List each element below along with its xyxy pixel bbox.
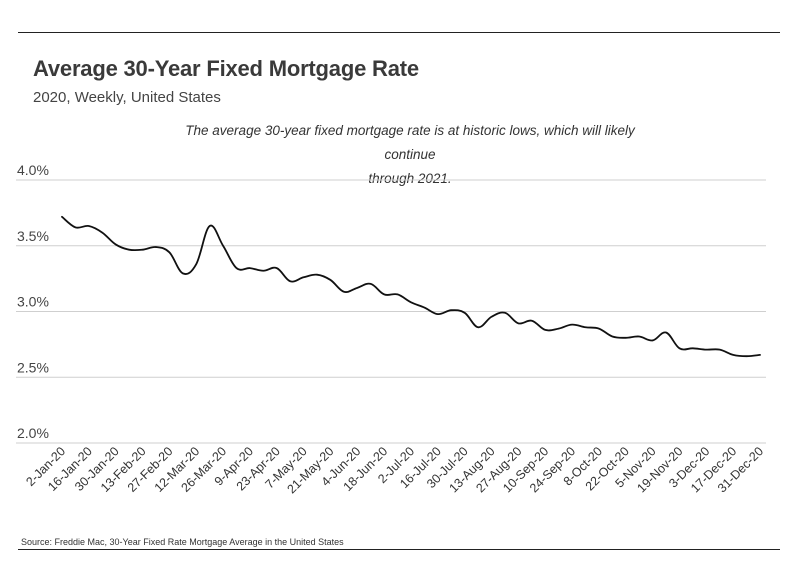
y-tick-label: 3.0% (17, 294, 49, 310)
y-axis-ticks: 2.0% 2.5% 3.0% 3.5% 4.0% (17, 162, 49, 441)
x-axis-ticks: 2-Jan-2016-Jan-2030-Jan-2013-Feb-2027-Fe… (23, 444, 766, 496)
source-note: Source: Freddie Mac, 30-Year Fixed Rate … (21, 537, 344, 547)
y-tick-label: 3.5% (17, 228, 49, 244)
y-tick-label: 2.5% (17, 359, 49, 375)
chart-annotation: The average 30-year fixed mortgage rate … (160, 119, 660, 191)
y-tick-label: 2.0% (17, 425, 49, 441)
chart-subtitle: 2020, Weekly, United States (33, 89, 221, 106)
chart-title: Average 30-Year Fixed Mortgage Rate (33, 56, 419, 81)
series-line (61, 215, 761, 358)
annotation-line-2: through 2021. (368, 171, 452, 186)
gridlines (16, 179, 766, 444)
bottom-rule (18, 549, 780, 550)
series-layer (61, 215, 761, 358)
top-rule (18, 32, 780, 33)
annotation-line-1: The average 30-year fixed mortgage rate … (185, 123, 635, 162)
y-tick-label: 4.0% (17, 162, 49, 178)
